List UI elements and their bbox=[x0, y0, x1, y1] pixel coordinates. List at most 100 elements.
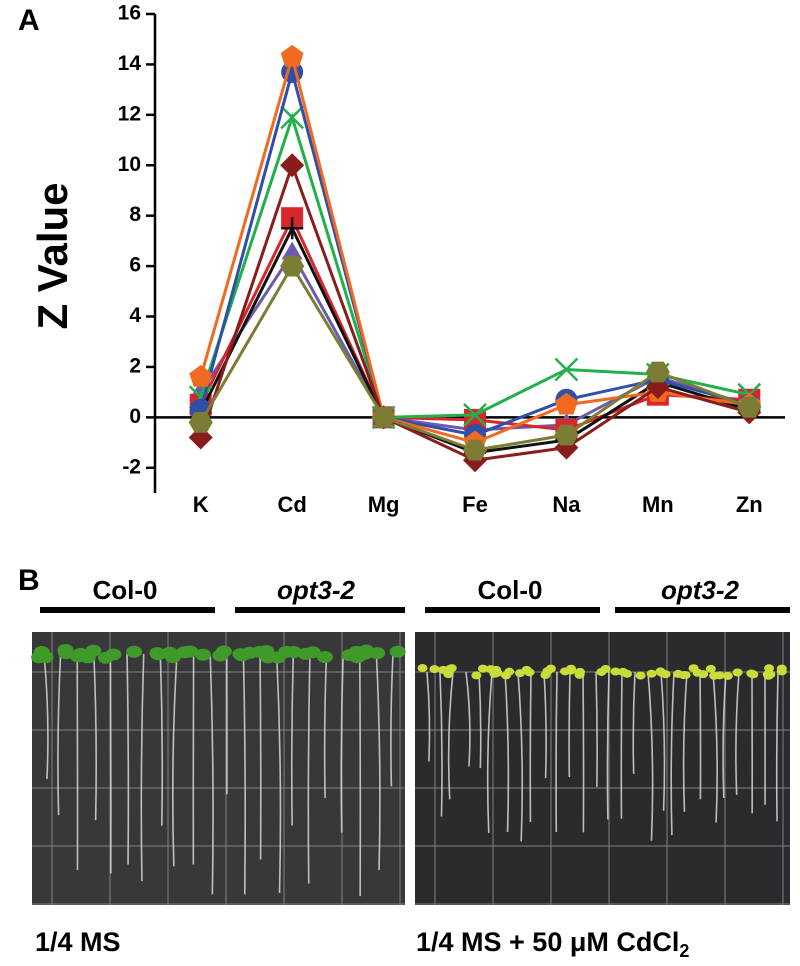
marker bbox=[281, 241, 303, 260]
leaf bbox=[635, 671, 646, 680]
group-label: Col-0 bbox=[478, 575, 543, 605]
leaf bbox=[429, 665, 440, 674]
root bbox=[159, 653, 164, 826]
leaf bbox=[748, 670, 759, 679]
leaf bbox=[540, 671, 551, 680]
leaf bbox=[417, 664, 428, 673]
caption: 1/4 MS + 50 μM CdCl2 bbox=[416, 927, 689, 961]
group-bar bbox=[235, 607, 405, 613]
caption: 1/4 MS bbox=[35, 927, 121, 957]
leaf bbox=[297, 647, 314, 660]
y-tick-label: 6 bbox=[129, 254, 141, 277]
root bbox=[242, 653, 246, 895]
leaf bbox=[776, 664, 787, 673]
x-tick-label: Zn bbox=[736, 492, 763, 517]
leaf bbox=[673, 669, 684, 678]
root bbox=[682, 671, 688, 812]
leaf bbox=[259, 651, 276, 664]
leaf bbox=[705, 664, 716, 673]
leaf bbox=[709, 671, 720, 680]
leaf bbox=[657, 669, 668, 678]
root bbox=[670, 671, 675, 836]
x-tick-label: Mg bbox=[368, 492, 400, 517]
leaf bbox=[348, 645, 365, 658]
leaf bbox=[698, 670, 709, 679]
leaf bbox=[105, 648, 122, 661]
root bbox=[775, 671, 779, 822]
root bbox=[712, 671, 718, 823]
root bbox=[43, 653, 49, 780]
caption-text: 1/4 MS + 50 μM CdCl bbox=[416, 927, 679, 957]
leaf bbox=[278, 645, 295, 658]
y-tick-label: 14 bbox=[118, 52, 142, 75]
y-tick-label: 16 bbox=[118, 2, 141, 25]
root bbox=[555, 671, 558, 832]
root bbox=[140, 653, 145, 882]
leaf bbox=[72, 647, 89, 660]
marker bbox=[280, 105, 305, 130]
marker bbox=[555, 392, 578, 415]
root bbox=[606, 671, 610, 820]
root bbox=[486, 671, 493, 833]
x-tick-label: K bbox=[193, 492, 209, 517]
panel-label: A bbox=[18, 4, 40, 37]
root bbox=[632, 671, 636, 774]
root bbox=[426, 671, 431, 762]
leaf bbox=[164, 651, 181, 664]
marker bbox=[280, 44, 304, 67]
y-tick-label: 2 bbox=[129, 354, 141, 377]
x-tick-label: Mn bbox=[642, 492, 674, 517]
root bbox=[358, 653, 362, 897]
group-label: opt3-2 bbox=[277, 575, 356, 605]
root bbox=[735, 671, 740, 795]
leaf bbox=[545, 664, 556, 673]
marker bbox=[188, 412, 213, 433]
marker bbox=[280, 153, 305, 178]
marker bbox=[280, 255, 305, 277]
leaf bbox=[471, 671, 482, 680]
leaf bbox=[389, 645, 406, 658]
group-bar bbox=[615, 607, 790, 613]
root bbox=[259, 653, 262, 860]
leaf bbox=[491, 665, 502, 674]
y-tick-label: -2 bbox=[122, 455, 141, 478]
leaf bbox=[234, 649, 251, 662]
root bbox=[171, 653, 178, 867]
root bbox=[529, 671, 532, 823]
root bbox=[323, 653, 328, 799]
leaf bbox=[575, 667, 586, 676]
marker bbox=[554, 424, 579, 446]
leaf bbox=[722, 671, 733, 680]
y-tick-label: 12 bbox=[118, 102, 141, 125]
y-axis-title: Z Value bbox=[29, 182, 76, 329]
root bbox=[620, 671, 623, 819]
root bbox=[517, 671, 524, 842]
leaf bbox=[514, 669, 525, 678]
y-tick-label: 4 bbox=[129, 304, 141, 327]
marker bbox=[463, 439, 487, 461]
root bbox=[582, 671, 585, 833]
plate-photo bbox=[32, 632, 405, 905]
leaf bbox=[369, 647, 386, 660]
root bbox=[595, 671, 598, 787]
marker bbox=[737, 396, 762, 418]
root bbox=[93, 653, 98, 821]
marker bbox=[281, 217, 304, 240]
root bbox=[465, 671, 471, 767]
root bbox=[390, 653, 394, 787]
leaf bbox=[732, 668, 743, 677]
group-label: opt3-2 bbox=[661, 575, 740, 605]
y-tick-label: 0 bbox=[129, 405, 141, 428]
marker bbox=[371, 406, 396, 428]
marker bbox=[463, 402, 487, 427]
root bbox=[447, 671, 454, 800]
leaf bbox=[621, 669, 632, 678]
caption-subscript: 2 bbox=[679, 941, 689, 961]
root bbox=[699, 671, 702, 800]
panel-label: B bbox=[18, 564, 40, 597]
y-tick-label: 10 bbox=[118, 153, 141, 176]
leaf bbox=[680, 671, 691, 680]
root bbox=[307, 653, 311, 884]
leaf bbox=[610, 667, 621, 676]
leaf bbox=[195, 648, 212, 661]
